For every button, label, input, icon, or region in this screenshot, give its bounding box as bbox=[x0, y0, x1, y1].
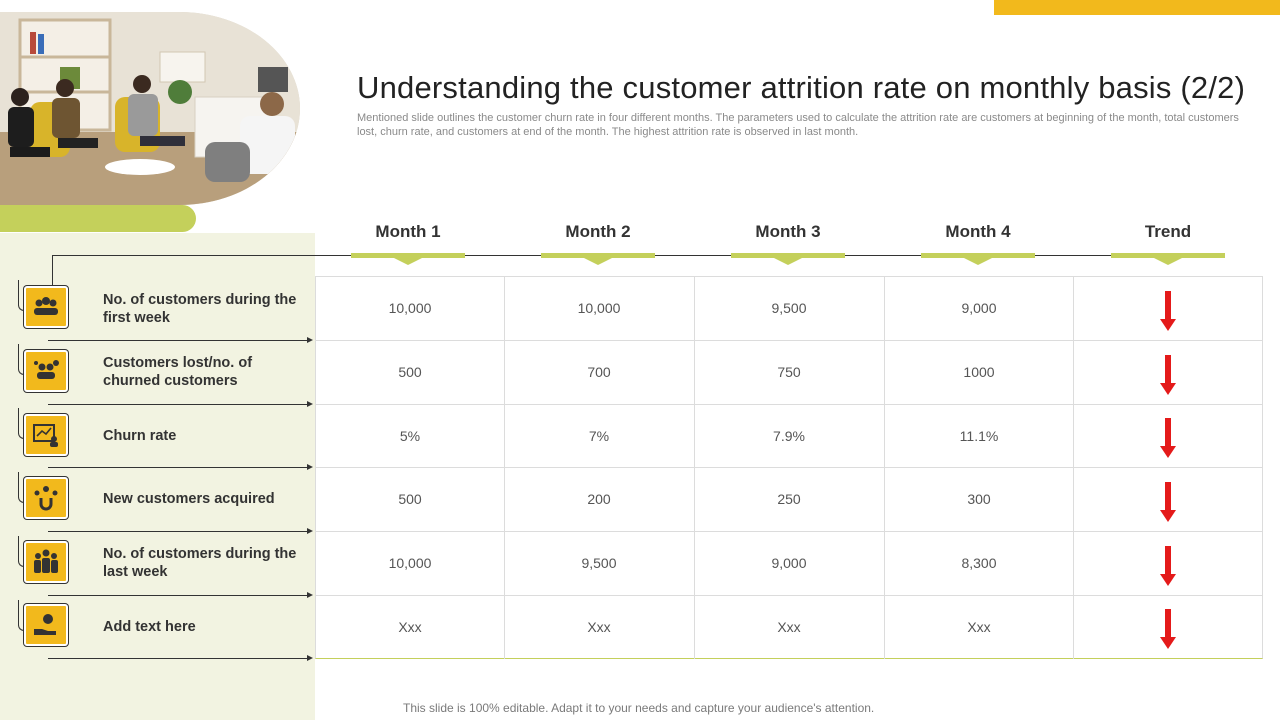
green-accent-pill bbox=[0, 205, 196, 232]
table-cell: 10,000 bbox=[388, 300, 432, 316]
header-connector-vertical bbox=[52, 255, 53, 287]
column-pointer bbox=[584, 258, 612, 265]
column-header-month-1: Month 1 bbox=[375, 222, 441, 241]
column-marker bbox=[351, 253, 465, 258]
grid-line bbox=[315, 595, 1263, 596]
table-cell: 200 bbox=[587, 491, 611, 507]
table-cell: 10,000 bbox=[388, 555, 432, 571]
column-header-month-2: Month 2 bbox=[565, 222, 631, 241]
table-cell: 9,500 bbox=[581, 555, 617, 571]
table-cell: 10,000 bbox=[577, 300, 621, 316]
table-cell: 1000 bbox=[963, 364, 995, 380]
column-pointer bbox=[964, 258, 992, 265]
row-connector bbox=[48, 531, 308, 532]
meeting-photo bbox=[0, 12, 300, 205]
row-arrowhead bbox=[307, 337, 313, 343]
trend-down-arrow-icon bbox=[1160, 355, 1176, 395]
table-cell: 500 bbox=[398, 491, 422, 507]
table-cell: 7.9% bbox=[773, 428, 805, 444]
row-label: New customers acquired bbox=[103, 491, 275, 507]
row-label: No. of customers during the last week bbox=[103, 546, 297, 580]
table-cell: 9,000 bbox=[771, 555, 807, 571]
column-header-month-3: Month 3 bbox=[755, 222, 821, 241]
column-pointer bbox=[774, 258, 802, 265]
table-cell: Xxx bbox=[967, 619, 991, 635]
trend-down-arrow-icon bbox=[1160, 609, 1176, 649]
row-label: Customers lost/no. of churned customers bbox=[103, 355, 253, 389]
row-connector bbox=[48, 340, 308, 341]
table-cell: 9,000 bbox=[961, 300, 997, 316]
column-header-trend: Trend bbox=[1144, 222, 1192, 241]
table-cell: Xxx bbox=[398, 619, 422, 635]
trend-down-arrow-icon bbox=[1160, 291, 1176, 331]
table-cell: 750 bbox=[777, 364, 801, 380]
row-arrowhead bbox=[307, 401, 313, 407]
row-connector bbox=[48, 658, 308, 659]
table-cell: 8,300 bbox=[961, 555, 997, 571]
team-icon bbox=[24, 541, 68, 583]
grid-line bbox=[315, 531, 1263, 532]
row-arrowhead bbox=[307, 592, 313, 598]
trend-down-arrow-icon bbox=[1160, 418, 1176, 458]
table-cell: 700 bbox=[587, 364, 611, 380]
column-header-month-4: Month 4 bbox=[945, 222, 1011, 241]
magnet-customers-icon bbox=[24, 477, 68, 519]
row-label: Churn rate bbox=[103, 428, 177, 444]
column-marker bbox=[541, 253, 655, 258]
group-icon bbox=[24, 286, 68, 328]
table-cell: 7% bbox=[588, 428, 610, 444]
grid-line bbox=[315, 467, 1263, 468]
table-cell: 9,500 bbox=[771, 300, 807, 316]
lost-customers-icon bbox=[24, 350, 68, 392]
hand-money-icon bbox=[24, 604, 68, 646]
column-pointer bbox=[394, 258, 422, 265]
footer-note: This slide is 100% editable. Adapt it to… bbox=[403, 701, 875, 715]
grid-line bbox=[315, 404, 1263, 405]
trend-down-arrow-icon bbox=[1160, 482, 1176, 522]
table-cell: Xxx bbox=[587, 619, 611, 635]
table-cell: 5% bbox=[399, 428, 421, 444]
table-cell: 11.1% bbox=[959, 428, 999, 444]
grid-line bbox=[315, 340, 1263, 341]
column-marker bbox=[731, 253, 845, 258]
table-cell: Xxx bbox=[777, 619, 801, 635]
table-cell: 300 bbox=[967, 491, 991, 507]
row-arrowhead bbox=[307, 655, 313, 661]
row-label: No. of customers during the first week bbox=[103, 292, 297, 326]
column-marker bbox=[1111, 253, 1225, 258]
column-pointer bbox=[1154, 258, 1182, 265]
table-cell: 250 bbox=[777, 491, 801, 507]
row-label: Add text here bbox=[103, 619, 196, 635]
row-arrowhead bbox=[307, 464, 313, 470]
row-connector bbox=[48, 467, 308, 468]
row-arrowhead bbox=[307, 528, 313, 534]
table-cell: 500 bbox=[398, 364, 422, 380]
trend-down-arrow-icon bbox=[1160, 546, 1176, 586]
row-connector bbox=[48, 595, 308, 596]
page-subtitle: Mentioned slide outlines the customer ch… bbox=[357, 112, 1239, 138]
churn-chart-icon bbox=[24, 414, 68, 456]
row-connector bbox=[48, 404, 308, 405]
column-marker bbox=[921, 253, 1035, 258]
page-title: Understanding the customer attrition rat… bbox=[357, 70, 1246, 105]
top-accent-bar bbox=[994, 0, 1280, 15]
